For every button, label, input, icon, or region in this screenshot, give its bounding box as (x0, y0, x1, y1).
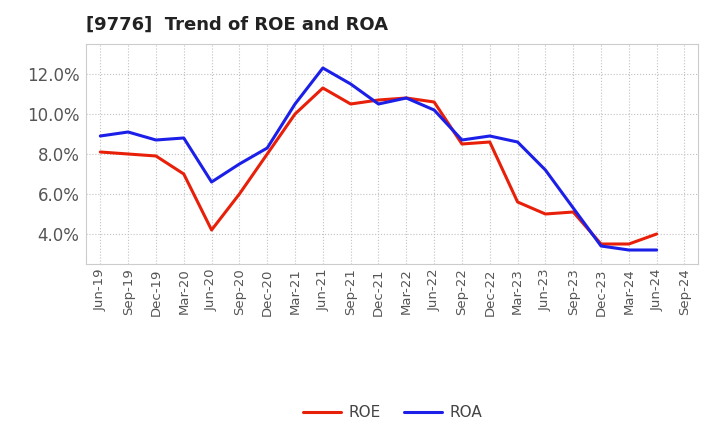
ROE (124, 151, 132, 157)
ROA (235, 161, 243, 167)
ROA (541, 167, 550, 172)
ROE (569, 209, 577, 215)
ROE (652, 231, 661, 237)
ROE (513, 199, 522, 205)
ROA (485, 133, 494, 139)
Legend: ROE, ROA: ROE, ROA (297, 399, 488, 426)
ROE (485, 139, 494, 145)
ROA (624, 247, 633, 253)
ROA (179, 136, 188, 141)
ROE (207, 227, 216, 233)
ROE (263, 151, 271, 157)
ROA (152, 137, 161, 143)
ROE (541, 211, 550, 216)
Line: ROE: ROE (100, 88, 657, 244)
ROA (430, 107, 438, 113)
ROE (624, 242, 633, 247)
ROA (374, 101, 383, 106)
ROA (513, 139, 522, 145)
ROA (207, 180, 216, 185)
ROE (179, 171, 188, 176)
ROA (597, 243, 606, 249)
ROE (291, 111, 300, 117)
ROE (430, 99, 438, 105)
Line: ROA: ROA (100, 68, 657, 250)
ROE (458, 141, 467, 147)
ROE (96, 149, 104, 154)
ROE (318, 85, 327, 91)
ROA (96, 133, 104, 139)
ROE (235, 191, 243, 197)
ROA (652, 247, 661, 253)
ROA (263, 145, 271, 150)
ROA (569, 205, 577, 211)
ROE (402, 95, 410, 101)
ROA (346, 81, 355, 87)
ROA (318, 66, 327, 71)
ROA (124, 129, 132, 135)
Text: [9776]  Trend of ROE and ROA: [9776] Trend of ROE and ROA (86, 16, 388, 34)
ROA (458, 137, 467, 143)
ROE (597, 242, 606, 247)
ROA (402, 95, 410, 101)
ROE (152, 154, 161, 159)
ROE (374, 97, 383, 103)
ROE (346, 101, 355, 106)
ROA (291, 101, 300, 106)
